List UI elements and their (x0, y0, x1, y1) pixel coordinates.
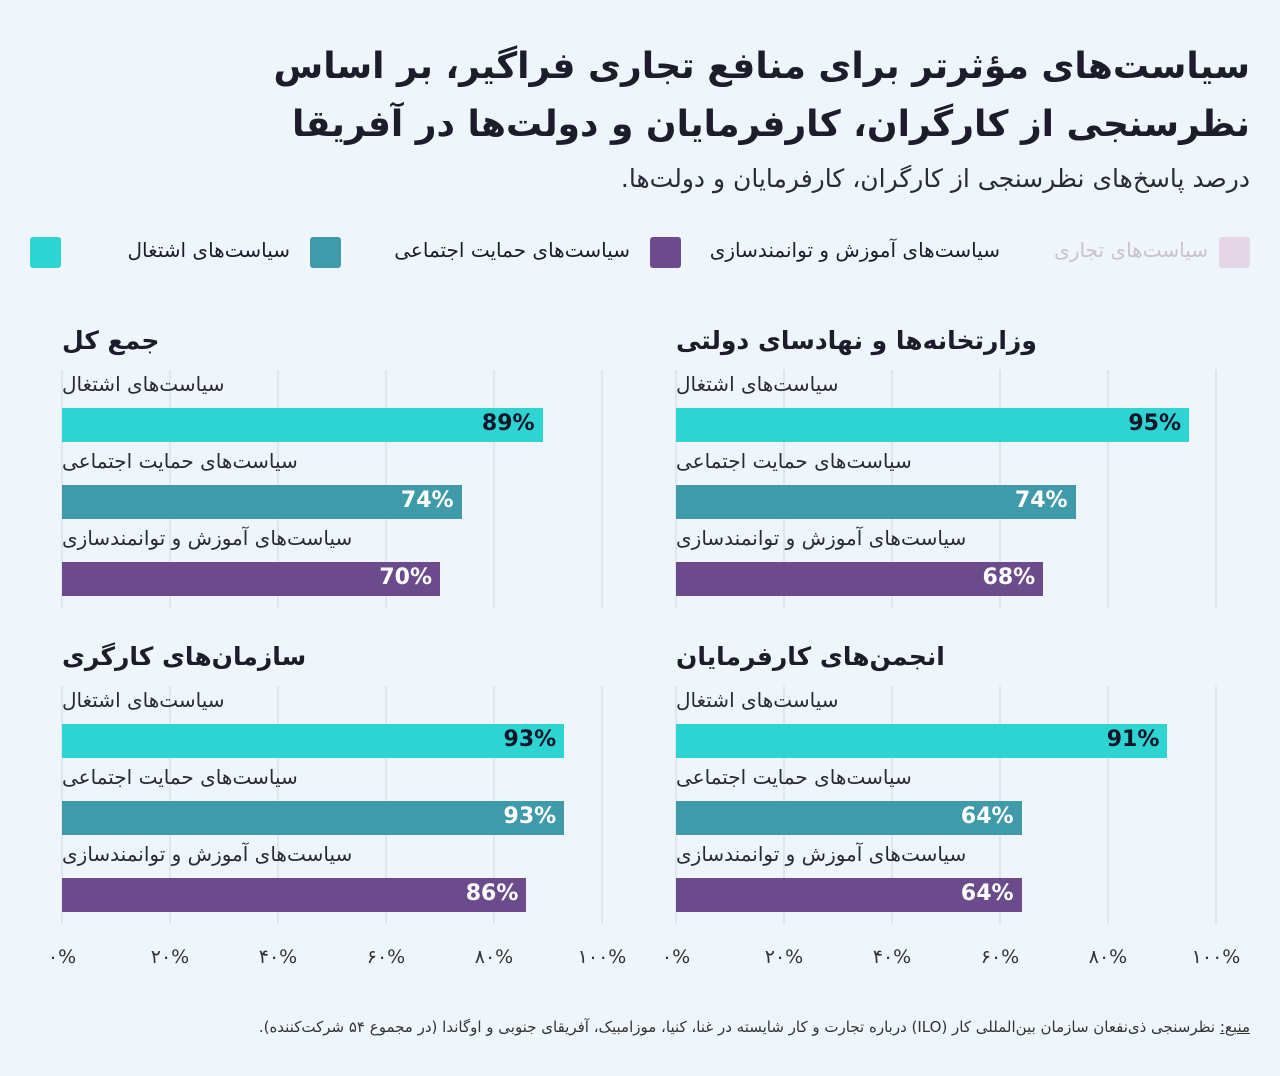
chart-panel: وزارتخانه‌ها و نهادسای دولتی سیاست‌های اش… (675, 326, 1241, 608)
panel-title: جمع کل (62, 326, 160, 355)
chart-subtitle: درصد پاسخ‌های نظرسنجی از کارگران، کارفرم… (620, 164, 1250, 193)
bar: 91% (676, 724, 1168, 758)
x-axis-right: ۰% ۲۰% ۴۰% ۶۰% ۸۰% ۱۰۰% (662, 946, 1240, 970)
legend: سیاست‌های تجاری سیاست‌های آموزش و توانمن… (30, 236, 1250, 270)
bar-label: سیاست‌های اشتغال (676, 372, 839, 396)
legend-item-education: سیاست‌های آموزش و توانمندسازی (650, 236, 1000, 270)
panel-title: وزارتخانه‌ها و نهادسای دولتی (676, 326, 1037, 355)
x-tick-label: ۶۰% (980, 946, 1020, 968)
x-tick-label: ۲۰% (150, 946, 190, 968)
bar-value-label: 93% (503, 727, 557, 752)
bar-value-label: 91% (1106, 727, 1160, 752)
chart-panel: سازمان‌های کارگری سیاست‌های اشتغال 93% سیاس… (61, 642, 627, 924)
legend-label: سیاست‌های آموزش و توانمندسازی (709, 238, 1000, 262)
source-text: نظرسنجی ذی‌نفعان سازمان بین‌المللی کار (… (258, 1018, 1220, 1036)
chart-panel: جمع کل سیاست‌های اشتغال 89% سیاست‌های حمایت… (61, 326, 627, 608)
bar-group: سیاست‌های حمایت اجتماعی 93% (62, 765, 602, 839)
bar-label: سیاست‌های اشتغال (62, 688, 225, 712)
bar-label: سیاست‌های اشتغال (62, 372, 225, 396)
legend-swatch (30, 237, 61, 268)
bar-group: سیاست‌های اشتغال 95% (676, 372, 1216, 446)
bar-group: سیاست‌های اشتغال 91% (676, 688, 1216, 762)
legend-label: سیاست‌های حمایت اجتماعی (394, 238, 630, 262)
bar: 68% (676, 562, 1044, 596)
panel-title: سازمان‌های کارگری (62, 642, 307, 671)
x-axis-left: ۰% ۲۰% ۴۰% ۶۰% ۸۰% ۱۰۰% (48, 946, 626, 970)
bar: 74% (676, 485, 1076, 519)
bar-value-label: 64% (960, 804, 1014, 829)
bar: 89% (62, 408, 543, 442)
bar-group: سیاست‌های آموزش و توانمندسازی 64% (676, 842, 1216, 916)
bar-label: سیاست‌های آموزش و توانمندسازی (62, 842, 353, 866)
gridline (601, 370, 603, 608)
gridline (1107, 370, 1109, 608)
bar-value-label: 74% (1014, 488, 1068, 513)
source-label: منبع: (1219, 1018, 1250, 1036)
bar: 64% (676, 801, 1022, 835)
bar-group: سیاست‌های حمایت اجتماعی 74% (676, 449, 1216, 523)
x-tick-label: ۴۰% (872, 946, 912, 968)
x-tick-label: ۱۰۰% (1191, 946, 1241, 968)
bar-value-label: 74% (400, 488, 454, 513)
bar-value-label: 93% (503, 804, 557, 829)
legend-swatch (310, 237, 341, 268)
bar-label: سیاست‌های حمایت اجتماعی (62, 449, 298, 473)
bar-label: سیاست‌های آموزش و توانمندسازی (676, 842, 967, 866)
bar: 93% (62, 724, 565, 758)
bar-group: سیاست‌های آموزش و توانمندسازی 86% (62, 842, 602, 916)
bar-label: سیاست‌های حمایت اجتماعی (676, 765, 912, 789)
bar-label: سیاست‌های حمایت اجتماعی (62, 765, 298, 789)
gridline (1215, 370, 1217, 608)
legend-item-social: سیاست‌های حمایت اجتماعی (310, 236, 630, 270)
bar: 95% (676, 408, 1189, 442)
x-tick-label: ۸۰% (474, 946, 514, 968)
bar-value-label: 89% (481, 411, 535, 436)
bar-label: سیاست‌های آموزش و توانمندسازی (62, 526, 353, 550)
x-tick-label: ۴۰% (258, 946, 298, 968)
bar-label: سیاست‌های آموزش و توانمندسازی (676, 526, 967, 550)
panel-title: انجمن‌های کارفرمایان (676, 642, 945, 671)
x-tick-label: ۰% (661, 946, 691, 968)
bar-group: سیاست‌های حمایت اجتماعی 64% (676, 765, 1216, 839)
bar: 86% (62, 878, 527, 912)
bar-label: سیاست‌های اشتغال (676, 688, 839, 712)
legend-label: سیاست‌های اشتغال (127, 238, 290, 262)
bar-group: سیاست‌های اشتغال 89% (62, 372, 602, 446)
legend-label: سیاست‌های تجاری (1054, 238, 1208, 262)
gridline (1215, 686, 1217, 924)
x-tick-label: ۸۰% (1088, 946, 1128, 968)
bar: 64% (676, 878, 1022, 912)
x-tick-label: ۲۰% (764, 946, 804, 968)
x-tick-label: ۰% (47, 946, 77, 968)
bar: 70% (62, 562, 440, 596)
x-tick-label: ۶۰% (366, 946, 406, 968)
x-tick-label: ۱۰۰% (577, 946, 627, 968)
gridline (1107, 686, 1109, 924)
chart-panel: انجمن‌های کارفرمایان سیاست‌های اشتغال 91% س… (675, 642, 1241, 924)
chart-title: سیاست‌های مؤثرتر برای منافع تجاری فراگیر… (273, 46, 1250, 145)
bar-value-label: 95% (1128, 411, 1181, 436)
bar-group: سیاست‌های آموزش و توانمندسازی 70% (62, 526, 602, 600)
bar-value-label: 68% (982, 565, 1036, 590)
bar-value-label: 64% (960, 881, 1014, 906)
gridline (493, 370, 495, 608)
bar-value-label: 70% (379, 565, 432, 590)
bar-group: سیاست‌های آموزش و توانمندسازی 68% (676, 526, 1216, 600)
legend-swatch (1219, 237, 1250, 268)
bar-label: سیاست‌های حمایت اجتماعی (676, 449, 912, 473)
bar: 74% (62, 485, 462, 519)
legend-swatch (650, 237, 681, 268)
bar: 93% (62, 801, 565, 835)
legend-item-employment: سیاست‌های اشتغال (30, 236, 290, 270)
bar-group: سیاست‌های اشتغال 93% (62, 688, 602, 762)
bar-value-label: 86% (465, 881, 519, 906)
legend-item-trade: سیاست‌های تجاری (1040, 236, 1250, 270)
gridline (601, 686, 603, 924)
bar-group: سیاست‌های حمایت اجتماعی 74% (62, 449, 602, 523)
source-note: منبع: نظرسنجی ذی‌نفعان سازمان بین‌المللی… (70, 1018, 1250, 1036)
